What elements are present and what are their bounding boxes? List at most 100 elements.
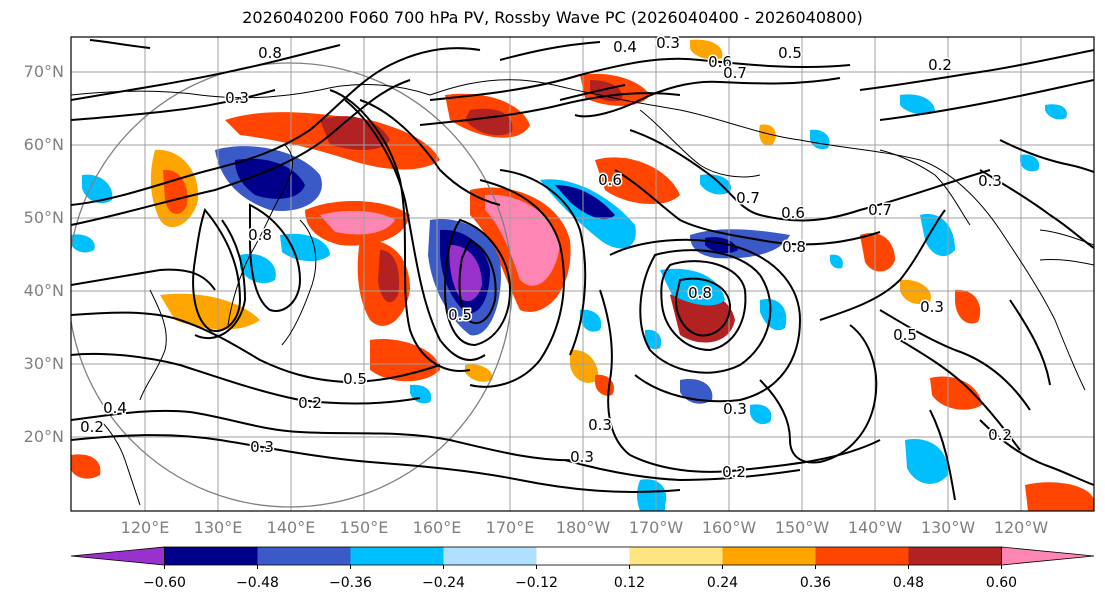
colorbar-segment [164,547,258,565]
positive-anomaly [71,454,101,479]
contour-label: 0.7 [723,64,747,82]
contour-label: 0.3 [978,172,1002,190]
negative-anomaly [760,299,787,331]
colorbar-tick-label: −0.36 [329,575,372,591]
contour-label: 0.8 [688,284,712,302]
negative-anomaly [1020,154,1040,172]
positive-anomaly [595,157,680,205]
positive-anomaly [465,364,493,382]
colorbar-segment [257,547,351,565]
longitude-label: 140°W [847,518,903,537]
colorbar-tick-label: 0.24 [706,575,739,591]
positive-anomaly [320,210,395,235]
negative-anomaly [830,254,843,269]
latitude-label: 50°N [23,208,64,227]
colorbar-tick-label: 0.12 [613,575,646,591]
contour-label: 0.3 [588,416,612,434]
negative-anomaly [645,329,662,350]
positive-anomaly [900,279,931,305]
colorbar-tick-label: 0.48 [892,575,925,591]
contour-label: 0.5 [343,370,367,388]
colorbar-segment [815,547,909,565]
contour-label: 0.6 [781,204,805,222]
longitude-label: 150°E [339,518,389,537]
latitude-label: 40°N [23,281,64,300]
colorbar [70,546,1095,569]
contour-label: 0.2 [298,394,322,412]
colorbar-segment [629,547,723,565]
colorbar-segment [536,547,630,565]
negative-anomaly [700,174,731,195]
contour-label: 0.2 [928,56,952,74]
colorbar-segment [350,547,444,565]
contour-label: 0.6 [708,53,732,71]
latitude-label: 70°N [23,62,64,81]
colorbar-tick-label: 0.60 [985,575,1018,591]
longitude-label: 150°W [774,518,830,537]
negative-anomaly [580,309,602,332]
longitude-label: 120°E [120,518,170,537]
negative-anomaly [82,174,113,204]
longitude-label: 160°E [412,518,462,537]
colorbar-tick-label: −0.24 [422,575,465,591]
negative-anomaly [71,234,95,253]
negative-anomaly [920,214,955,257]
contour-label: 0.3 [225,89,249,107]
contour-label: 0.5 [778,44,802,62]
latitude-label: 20°N [23,427,64,446]
positive-anomaly [759,124,776,146]
contour-label: 0.7 [736,189,760,207]
reference-circle [71,62,513,508]
contour-label: 0.5 [448,306,472,324]
map-title: 2026040200 F060 700 hPa PV, Rossby Wave … [242,8,863,27]
negative-anomaly [750,404,772,425]
longitude-label: 170°W [628,518,684,537]
positive-anomaly [860,232,895,272]
contour-label: 0.8 [258,44,282,62]
contour-label: 0.3 [570,448,594,466]
colorbar-tick-label: 0.36 [799,575,832,591]
contour-label: 0.3 [920,298,944,316]
negative-anomaly [905,439,949,484]
contour-label: 0.8 [248,226,272,244]
map-frame [70,36,1095,512]
colorbar-tick-label: −0.48 [236,575,279,591]
longitude-label: 130°E [193,518,243,537]
latitude-label: 30°N [23,354,64,373]
positive-anomaly [378,250,400,303]
contour-label: 0.3 [250,438,274,456]
negative-anomaly [280,233,330,262]
longitude-label: 120°W [993,518,1049,537]
lat-lon-grid [71,37,1094,511]
contour-labels: 0.4 0.30.50.60.7 0.20.30.80.30.50.20.30.20… [79,33,1014,483]
contour-label: 0.2 [988,426,1012,444]
contour-label: 0.6 [598,171,622,189]
positive-anomaly [690,39,723,60]
positive-anomaly [570,349,599,383]
negative-anomaly [900,94,935,115]
longitude-label: 140°E [266,518,316,537]
negative-anomaly [240,253,276,284]
contour-label: 0.4 [103,399,127,417]
contour-label: 0.5 [893,326,917,344]
negative-anomaly [637,479,667,511]
longitude-label: 180°W [555,518,611,537]
pv-contours [71,39,1094,501]
contour-label: 0.2 [80,418,104,436]
contour-label: 0.7 [868,201,892,219]
contour-label: 0.3 [723,400,747,418]
negative-anomaly [449,245,482,302]
contour-label: 0.8 [782,238,806,256]
negative-anomaly [235,158,305,199]
longitude-label: 130°W [920,518,976,537]
contour-label: 0.4 [613,38,637,56]
colorbar-segment [908,547,1002,565]
colorbar-tick-label: −0.12 [515,575,558,591]
latitude-label: 60°N [23,135,64,154]
positive-anomaly [930,376,982,410]
longitude-label: 170°E [485,518,535,537]
contour-label: 0.2 [722,463,746,481]
pv-anomaly-shading [71,39,1094,511]
positive-anomaly [955,289,981,324]
